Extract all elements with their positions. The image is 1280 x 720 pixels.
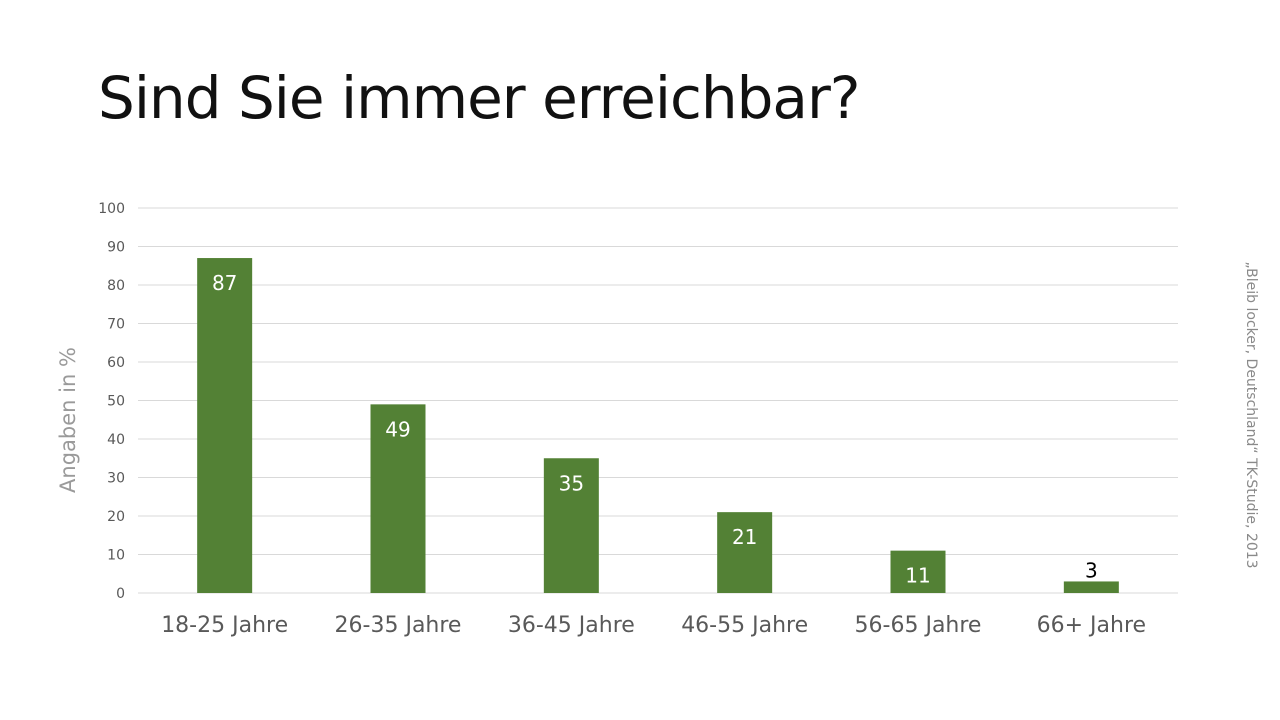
bar xyxy=(890,550,946,593)
y-tick-label: 20 xyxy=(107,509,125,525)
data-label: 11 xyxy=(905,564,930,588)
data-label: 3 xyxy=(1085,558,1098,582)
x-tick-label: 66+ Jahre xyxy=(1037,613,1146,638)
chart-title: Sind Sie immer erreichbar? xyxy=(98,64,861,132)
y-tick-label: 30 xyxy=(107,471,125,487)
y-tick-label: 50 xyxy=(107,394,125,410)
y-tick-label: 100 xyxy=(98,201,125,217)
y-tick-label: 60 xyxy=(107,355,125,371)
x-tick-label: 26-35 Jahre xyxy=(335,613,462,638)
bar xyxy=(543,458,599,593)
bar xyxy=(197,258,253,593)
x-tick-label: 36-45 Jahre xyxy=(508,613,635,638)
y-tick-label: 40 xyxy=(107,432,125,448)
y-tick-label: 70 xyxy=(107,317,125,333)
data-label: 49 xyxy=(385,417,410,441)
bar xyxy=(370,404,426,593)
y-tick-label: 10 xyxy=(107,548,125,564)
bar xyxy=(1063,581,1119,593)
bar xyxy=(717,512,773,593)
data-label: 35 xyxy=(559,471,584,495)
data-label: 87 xyxy=(212,271,237,295)
x-tick-label: 18-25 Jahre xyxy=(161,613,288,638)
x-tick-label: 46-55 Jahre xyxy=(681,613,808,638)
y-tick-label: 80 xyxy=(107,278,125,294)
y-tick-label: 90 xyxy=(107,240,125,256)
x-tick-label: 56-65 Jahre xyxy=(855,613,982,638)
data-label: 21 xyxy=(732,525,757,549)
y-tick-label: 0 xyxy=(116,586,125,602)
